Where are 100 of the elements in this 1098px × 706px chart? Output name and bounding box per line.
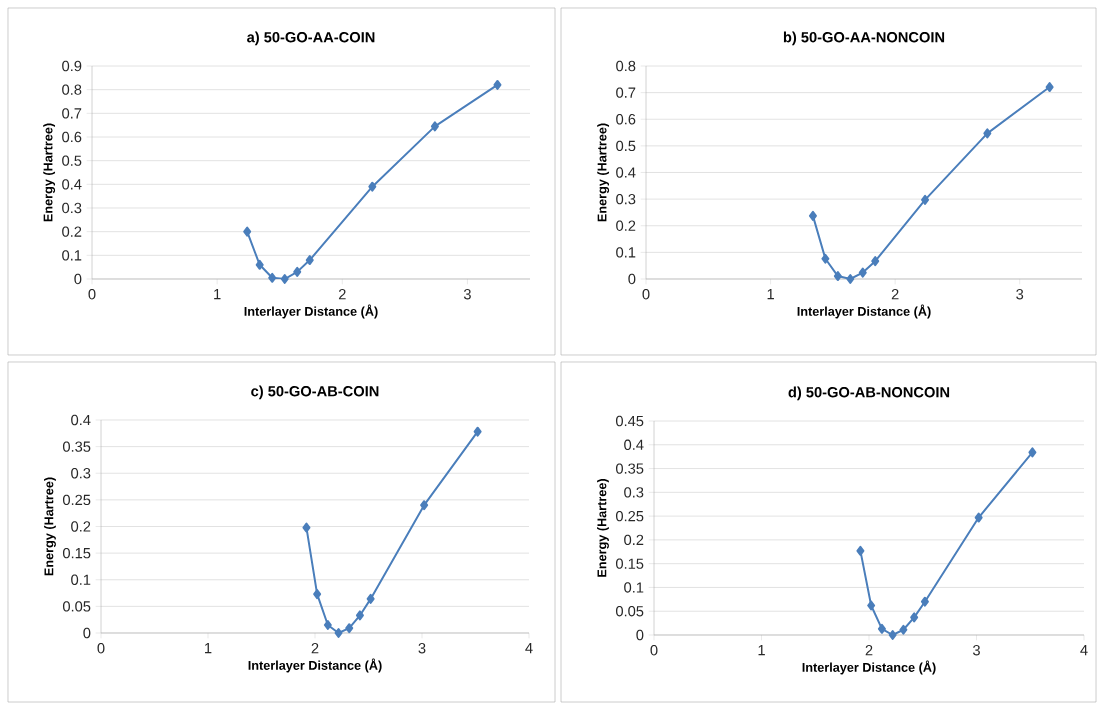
x-tick-label: 3 xyxy=(1016,289,1024,300)
x-axis-title: Interlayer Distance (Å) xyxy=(797,304,931,319)
y-tick-label: 0.05 xyxy=(615,606,644,617)
y-tick-label: 0.8 xyxy=(616,60,636,72)
y-tick-label: 0.15 xyxy=(62,547,91,559)
point xyxy=(313,589,322,600)
y-tick-label: 0 xyxy=(636,629,644,641)
y-tick-label: 0.15 xyxy=(615,558,644,569)
point xyxy=(280,273,289,284)
y-tick-label: 0.35 xyxy=(615,463,644,474)
point xyxy=(974,512,983,523)
point xyxy=(856,545,865,556)
y-tick-label: 0.1 xyxy=(62,250,82,261)
point xyxy=(473,426,482,437)
y-tick-label: 0.35 xyxy=(62,441,91,452)
chart-title: a) 50-GO-AA-COIN xyxy=(247,31,375,46)
y-tick-label: 0.1 xyxy=(71,574,91,585)
point xyxy=(355,610,364,621)
point xyxy=(368,181,377,192)
point xyxy=(420,500,429,511)
y-tick-label: 0.6 xyxy=(616,114,636,125)
point xyxy=(921,194,930,205)
point xyxy=(899,624,908,635)
y-tick-label: 0.4 xyxy=(71,414,91,426)
y-tick-label: 0 xyxy=(628,273,636,285)
point xyxy=(293,266,302,277)
point xyxy=(808,210,817,221)
point xyxy=(983,128,992,139)
y-axis-title: Energy (Hartree) xyxy=(43,123,56,222)
point xyxy=(302,522,311,533)
y-tick-label: 0.5 xyxy=(616,140,636,152)
point xyxy=(345,623,354,634)
x-tick-label: 1 xyxy=(214,289,221,300)
y-tick-label: 0.3 xyxy=(62,202,82,214)
x-tick-label: 3 xyxy=(973,645,980,656)
point xyxy=(920,596,929,607)
point xyxy=(268,272,277,283)
chart-title: c) 50-GO-AB-COIN xyxy=(251,385,379,400)
x-tick-label: 1 xyxy=(758,645,765,656)
y-tick-label: 0.2 xyxy=(62,226,82,237)
x-tick-label: 2 xyxy=(338,289,346,300)
y-tick-label: 0.9 xyxy=(62,60,82,72)
point xyxy=(1028,447,1037,458)
y-tick-label: 0.2 xyxy=(624,534,644,546)
x-tick-label: 3 xyxy=(463,289,471,300)
x-axis-title: Interlayer Distance (Å) xyxy=(244,304,378,319)
x-axis-title: Interlayer Distance (Å) xyxy=(248,658,382,673)
x-tick-label: 2 xyxy=(311,643,319,654)
x-tick-label: 1 xyxy=(767,289,774,300)
y-tick-label: 0.3 xyxy=(624,487,644,498)
chart-title: b) 50-GO-AA-NONCOIN xyxy=(783,31,945,46)
point xyxy=(334,628,343,638)
y-tick-label: 0.7 xyxy=(616,87,636,98)
x-tick-label: 0 xyxy=(650,645,658,656)
point xyxy=(366,593,375,604)
chart-title: d) 50-GO-AB-NONCOIN xyxy=(788,386,950,401)
x-tick-label: 2 xyxy=(891,289,899,300)
point xyxy=(323,620,332,631)
y-tick-label: 0.45 xyxy=(615,415,644,427)
point xyxy=(846,273,855,284)
y-tick-label: 0.05 xyxy=(62,601,91,612)
x-tick-label: 4 xyxy=(525,643,533,654)
point xyxy=(821,253,830,264)
x-axis-title: Interlayer Distance (Å) xyxy=(802,660,936,675)
y-axis-title: Energy (Hartree) xyxy=(44,477,56,576)
y-axis-title: Energy (Hartree) xyxy=(597,479,609,577)
point xyxy=(867,600,876,611)
y-tick-label: 0.4 xyxy=(624,439,644,450)
point xyxy=(858,267,867,278)
point xyxy=(305,255,314,266)
point xyxy=(888,630,897,640)
y-tick-label: 0.25 xyxy=(615,510,644,522)
y-tick-label: 0.25 xyxy=(62,494,91,506)
y-tick-label: 0.7 xyxy=(62,108,82,119)
y-tick-label: 0.4 xyxy=(616,167,636,178)
point xyxy=(1045,82,1054,93)
y-tick-label: 0.8 xyxy=(62,84,82,95)
point xyxy=(877,623,886,634)
point xyxy=(255,259,264,270)
y-tick-label: 0.3 xyxy=(616,193,636,205)
y-tick-label: 0.3 xyxy=(71,468,91,479)
point xyxy=(243,226,252,237)
point xyxy=(910,612,919,623)
point xyxy=(871,256,880,267)
y-tick-label: 0 xyxy=(83,627,91,639)
y-tick-label: 0 xyxy=(74,273,82,285)
y-tick-label: 0.5 xyxy=(62,155,82,166)
x-tick-label: 1 xyxy=(205,643,212,654)
x-tick-label: 3 xyxy=(418,643,426,654)
y-axis-title: Energy (Hartree) xyxy=(597,123,610,222)
y-tick-label: 0.2 xyxy=(616,220,636,231)
point xyxy=(833,271,842,282)
y-tick-label: 0.1 xyxy=(616,247,636,258)
y-tick-label: 0.6 xyxy=(62,131,82,143)
y-tick-label: 0.2 xyxy=(71,521,91,532)
point xyxy=(493,79,502,90)
y-tick-label: 0.4 xyxy=(62,179,82,190)
y-tick-label: 0.1 xyxy=(624,582,644,593)
x-tick-label: 4 xyxy=(1080,645,1088,656)
point xyxy=(430,121,439,132)
